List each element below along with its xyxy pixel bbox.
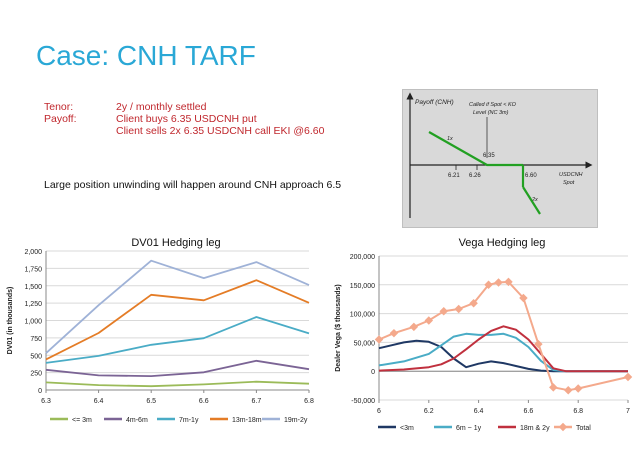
dv01-y-tick-label: 1,250: [24, 301, 42, 308]
vega-x-tick-label: 6: [377, 408, 381, 415]
dv01-legend-label: 19m-2y: [284, 417, 308, 424]
dv01-y-tick-label: 250: [30, 371, 42, 378]
payoff-call-leg: [522, 186, 541, 215]
dv01-x-tick-label: 6.8: [304, 398, 314, 405]
dv01-x-tick-label: 6.3: [41, 398, 51, 405]
payoff-value-line-1: Client buys 6.35 USDCNH put: [116, 113, 257, 125]
vega-x-tick-label: 6.8: [573, 408, 583, 415]
payoff-label: Payoff:: [44, 113, 77, 125]
vega-y-tick-label: 150,000: [350, 283, 375, 290]
payoff-tick-621: 6.21: [448, 173, 460, 179]
vega-x-tick-label: 6.4: [474, 408, 484, 415]
dv01-y-tick-label: 500: [30, 353, 42, 360]
vega-series-line: [378, 339, 628, 373]
vega-data-point: [374, 335, 384, 344]
vega-legend-label: <3m: [400, 425, 414, 432]
dv01-y-tick-label: 750: [30, 336, 42, 343]
unwind-note: Large position unwinding will happen aro…: [44, 179, 342, 191]
vega-y-tick-label: 0: [371, 369, 375, 376]
vega-y-tick-label: 50,000: [354, 340, 376, 347]
payoff-diagram: Payoff (CNH) Called if Spot < KO Level (…: [402, 89, 598, 228]
vega-data-point: [494, 278, 503, 287]
payoff-x-label-line-1: USDCNH: [559, 172, 583, 178]
page-title: Case: CNH TARF: [36, 40, 256, 71]
dv01-x-tick-label: 6.5: [146, 398, 156, 405]
tenor-label: Tenor:: [44, 101, 74, 113]
dv01-legend-label: 13m-18m: [232, 417, 262, 424]
vega-y-tick-label: -50,000: [351, 398, 375, 405]
dv01-x-tick-label: 6.7: [252, 398, 262, 405]
dv01-y-axis-label: DV01 (in thousands): [7, 287, 14, 355]
dv01-series-line: [45, 380, 310, 388]
tenor-value: 2y / monthly settled: [116, 101, 207, 113]
dv01-legend-label: <= 3m: [72, 417, 92, 424]
payoff-right-slope-label: 2x: [531, 197, 538, 203]
vega-data-point: [573, 384, 583, 393]
dv01-legend-label: 4m-6m: [126, 417, 148, 424]
vega-data-point: [563, 385, 573, 395]
vega-data-point: [484, 280, 493, 290]
payoff-callout-line-1: Called if Spot < KO: [469, 102, 517, 108]
vega-x-tick-label: 6.2: [424, 408, 434, 415]
dv01-y-tick-label: 1,500: [24, 284, 42, 291]
dv01-x-tick-label: 6.4: [94, 398, 104, 405]
dv01-y-tick-label: 1,000: [24, 319, 42, 326]
vega-y-tick-label: 100,000: [350, 312, 375, 319]
dv01-series-line: [45, 259, 310, 354]
vega-data-point: [469, 298, 478, 308]
vega-y-axis-label: Dealer Vega ($ thousands): [335, 284, 342, 372]
dv01-chart: DV01 Hedging leg 0 250 500 750 1,000 1,250 1,5…: [7, 237, 314, 424]
vega-data-point: [549, 383, 558, 392]
dv01-y-tick-label: 2,000: [24, 249, 42, 256]
vega-legend-label: Total: [576, 425, 591, 432]
dv01-title: DV01 Hedging leg: [131, 237, 220, 249]
vega-legend-label: 18m & 2y: [520, 425, 550, 432]
vega-y-tick-label: 200,000: [350, 254, 375, 261]
payoff-tick-626: 6.26: [469, 173, 481, 179]
payoff-callout-line-2: Level (NC 3m): [473, 110, 509, 116]
payoff-strike-label: 6.35: [483, 153, 495, 159]
vega-data-point: [623, 372, 633, 382]
dv01-series-line: [45, 359, 310, 378]
vega-data-point: [409, 322, 419, 332]
dv01-legend-label: 7m-1y: [179, 417, 199, 424]
vega-series-line: [378, 332, 628, 373]
dv01-y-tick-label: 1,750: [24, 266, 42, 273]
vega-x-tick-label: 6.6: [524, 408, 534, 415]
vega-series-line: [378, 280, 629, 392]
dv01-x-tick-label: 6.6: [199, 398, 209, 405]
payoff-tick-660: 6.60: [525, 173, 537, 179]
payoff-x-label-line-2: Spot: [563, 180, 575, 186]
vega-legend-marker: [558, 422, 568, 432]
payoff-put-leg: [428, 131, 523, 167]
payoff-left-slope-label: 1x: [447, 136, 453, 142]
vega-x-tick-label: 7: [626, 408, 630, 415]
dv01-series-line: [45, 316, 310, 364]
dv01-y-tick-label: 0: [38, 388, 42, 395]
vega-data-point: [389, 328, 399, 338]
dv01-series-line: [45, 279, 310, 361]
payoff-y-label: Payoff (CNH): [415, 99, 454, 106]
vega-series-line: [378, 325, 628, 373]
vega-chart: Vega Hedging leg -50,000 0 50,000 100,000 15…: [335, 237, 633, 432]
vega-data-point: [454, 304, 463, 314]
vega-legend-label: 6m ~ 1y: [456, 425, 482, 432]
vega-title: Vega Hedging leg: [459, 237, 546, 249]
payoff-value-line-2: Client sells 2x 6.35 USDCNH call EKI @6.…: [116, 125, 325, 137]
